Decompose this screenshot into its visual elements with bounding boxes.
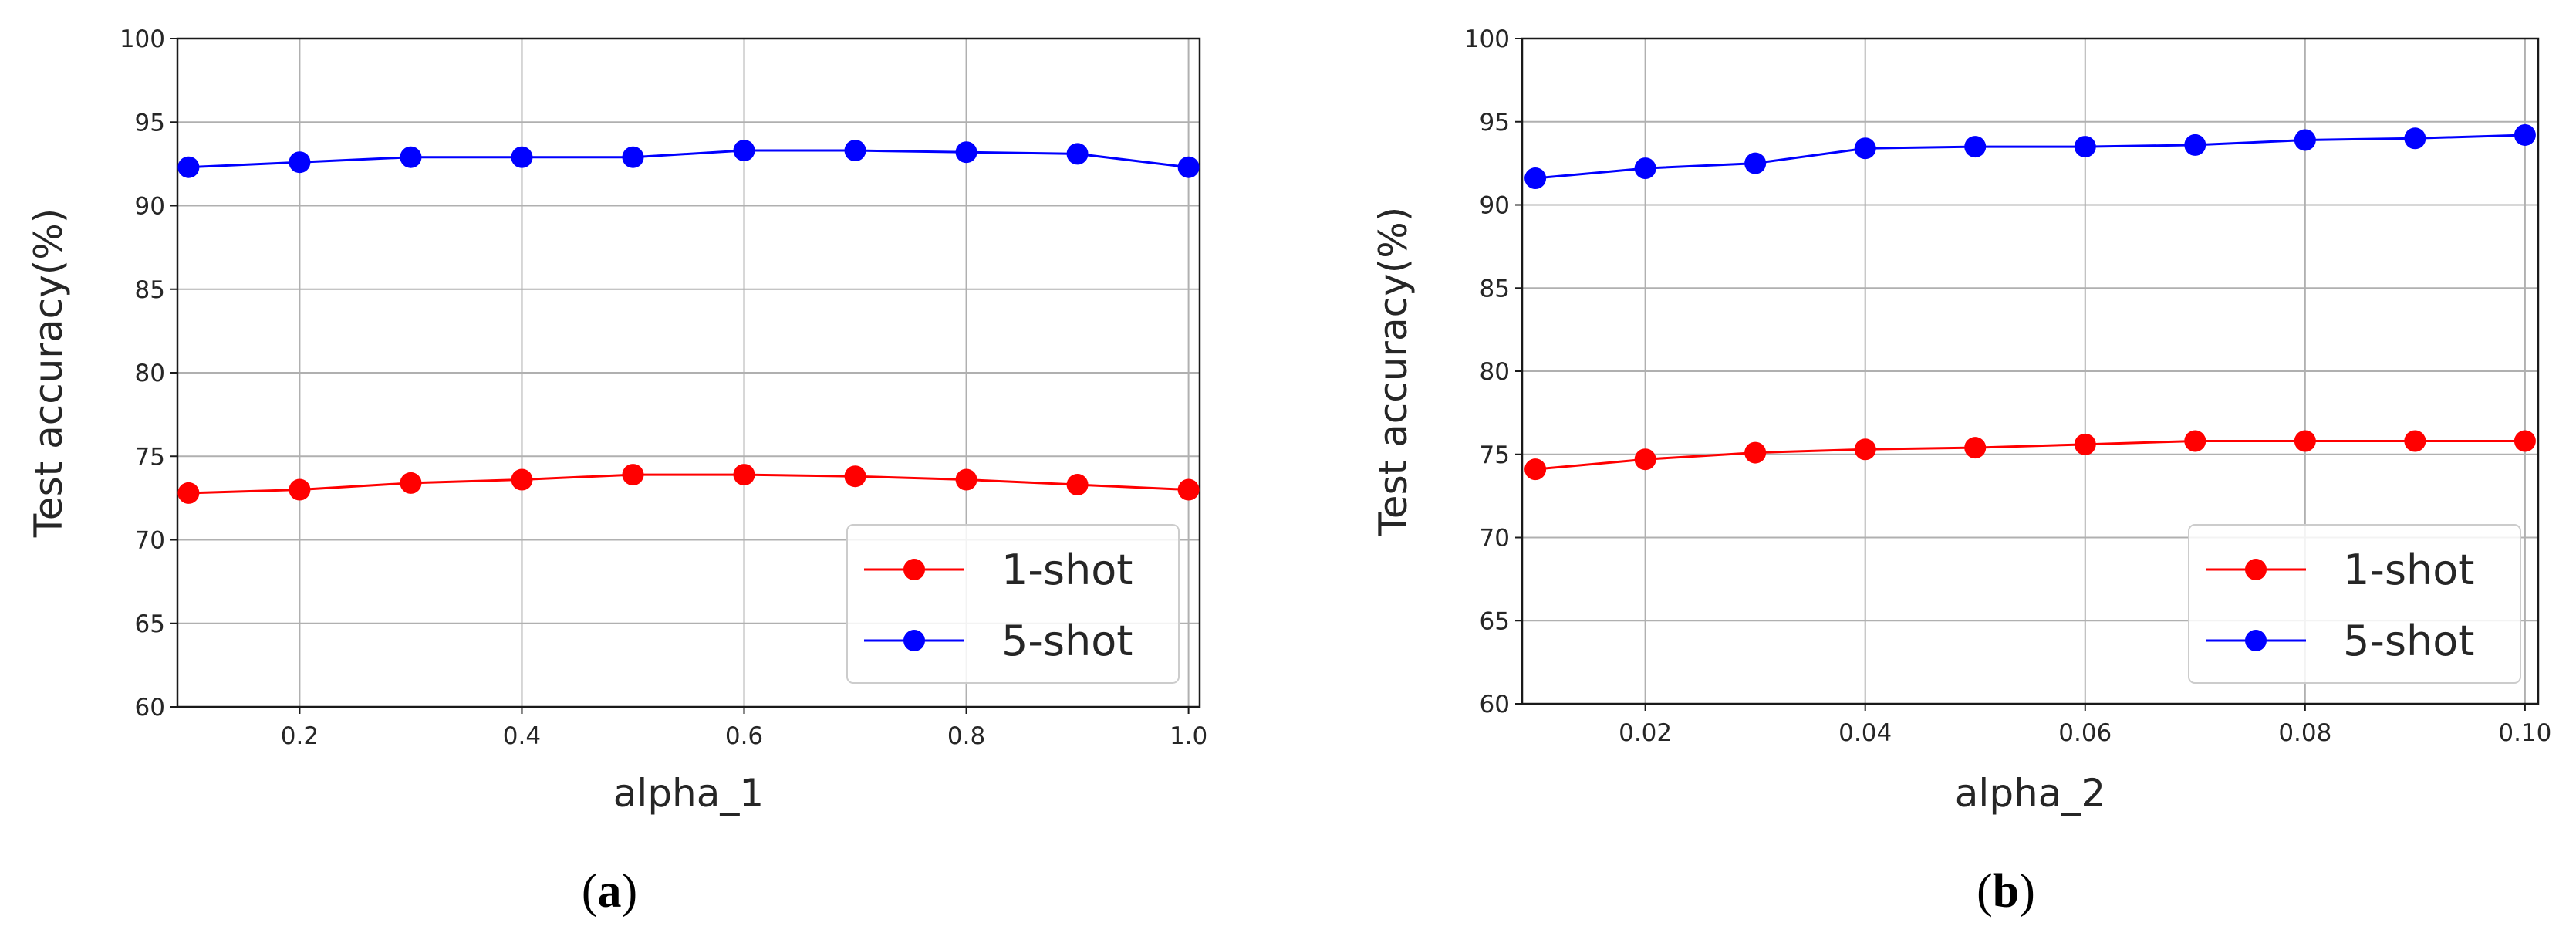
panel-caption: (b) [1977, 865, 2035, 918]
legend-label: 1-shot [2343, 546, 2474, 594]
y-tick-label: 100 [120, 25, 165, 53]
data-point-1-shot [2294, 430, 2316, 452]
y-tick-label: 70 [135, 527, 165, 555]
data-point-1-shot [2404, 430, 2426, 452]
y-axis-label: Test accuracy(%) [1371, 207, 1416, 536]
data-point-5-shot [1634, 157, 1656, 180]
data-point-5-shot [1177, 156, 1200, 178]
data-point-1-shot [1066, 474, 1089, 496]
chart-panel-a: 60 65 70 75 80 85 90 95 100 0.2 0.4 0.6 0.8 1.0 alpha_… [26, 25, 1207, 918]
x-tick-label: 0.08 [2278, 719, 2331, 747]
data-point-5-shot [844, 140, 866, 162]
data-point-5-shot [622, 146, 644, 168]
series-line-1-shot [1534, 440, 2525, 471]
legend-marker-1-shot [2245, 559, 2267, 580]
x-tick-label: 0.4 [503, 722, 541, 750]
data-point-1-shot [2074, 433, 2096, 455]
legend-box [2188, 524, 2521, 684]
series-line-5-shot [188, 149, 1189, 169]
legend-marker-5-shot [2245, 630, 2267, 651]
x-tick-label: 0.2 [281, 722, 319, 750]
data-point-1-shot [1177, 478, 1200, 501]
panel-letter: a [598, 865, 622, 918]
legend-label: 5-shot [1001, 617, 1133, 665]
y-axis-label: Test accuracy(%) [26, 208, 71, 538]
data-point-5-shot [2514, 123, 2536, 146]
y-tick-label: 75 [1480, 441, 1510, 469]
x-tick-label: 0.06 [2058, 719, 2112, 747]
data-point-5-shot [1854, 137, 1876, 160]
panel-letter: b [1993, 865, 2019, 918]
y-tick-label: 95 [1480, 109, 1510, 137]
y-tick-label: 65 [1480, 607, 1510, 635]
data-point-5-shot [511, 146, 533, 168]
data-point-5-shot [289, 151, 311, 174]
y-tick-label: 80 [1480, 358, 1510, 386]
y-tick-label: 70 [1480, 525, 1510, 553]
data-point-1-shot [2514, 430, 2536, 452]
data-point-5-shot [177, 156, 200, 178]
panel-caption: (a) [582, 865, 637, 918]
y-tick-label: 75 [135, 443, 165, 471]
data-point-5-shot [2404, 127, 2426, 150]
y-tick-label: 60 [1480, 691, 1510, 718]
data-point-5-shot [1964, 136, 1987, 158]
chart-panel-b: 60 65 70 75 80 85 90 95 100 0.02 0.04 0.06 0.08 0.10 a… [1371, 25, 2551, 918]
data-point-1-shot [289, 478, 311, 501]
x-axis-label: alpha_2 [1955, 771, 2105, 816]
x-tick-label: 0.02 [1619, 719, 1672, 747]
data-point-1-shot [1854, 438, 1876, 461]
data-point-1-shot [955, 468, 977, 491]
series-line-5-shot [1534, 134, 2525, 180]
y-tick-label: 80 [135, 360, 165, 387]
data-point-5-shot [733, 140, 755, 162]
data-point-1-shot [733, 464, 755, 486]
x-tick-label: 0.04 [1838, 719, 1892, 747]
y-tick-label: 90 [1480, 192, 1510, 220]
legend-box [846, 524, 1180, 684]
data-point-1-shot [1964, 437, 1987, 459]
x-tick-label: 0.6 [725, 722, 763, 750]
y-tick-label: 95 [135, 109, 165, 137]
data-point-1-shot [1634, 448, 1656, 471]
legend: 1-shot 5-shot [2188, 524, 2521, 684]
data-point-5-shot [2074, 136, 2096, 158]
legend-marker-5-shot [903, 630, 925, 651]
y-tick-label: 100 [1464, 25, 1510, 53]
data-point-5-shot [1066, 143, 1089, 165]
data-point-5-shot [1524, 167, 1547, 190]
y-tick-label: 90 [135, 193, 165, 221]
data-point-1-shot [622, 464, 644, 486]
data-point-1-shot [400, 472, 422, 494]
legend-label: 1-shot [1001, 546, 1133, 594]
y-tick-label: 85 [1480, 275, 1510, 303]
data-point-1-shot [177, 482, 200, 504]
data-point-5-shot [1744, 152, 1767, 174]
legend-marker-1-shot [903, 559, 925, 580]
data-point-1-shot [2184, 430, 2206, 452]
y-tick-label: 65 [135, 610, 165, 638]
y-tick-label: 60 [135, 694, 165, 722]
data-point-1-shot [1744, 441, 1767, 464]
x-axis-label: alpha_1 [613, 771, 764, 816]
data-point-1-shot [511, 468, 533, 491]
data-point-1-shot [1524, 458, 1547, 481]
data-point-5-shot [400, 146, 422, 168]
data-point-1-shot [844, 465, 866, 488]
series-line-1-shot [188, 473, 1189, 495]
data-point-5-shot [2184, 134, 2206, 156]
x-tick-label: 1.0 [1170, 722, 1207, 750]
legend-label: 5-shot [2343, 617, 2474, 665]
legend: 1-shot 5-shot [846, 524, 1180, 684]
data-point-5-shot [955, 141, 977, 164]
data-point-5-shot [2294, 129, 2316, 151]
x-tick-label: 0.10 [2498, 719, 2551, 747]
x-tick-label: 0.8 [947, 722, 985, 750]
y-tick-label: 85 [135, 276, 165, 304]
